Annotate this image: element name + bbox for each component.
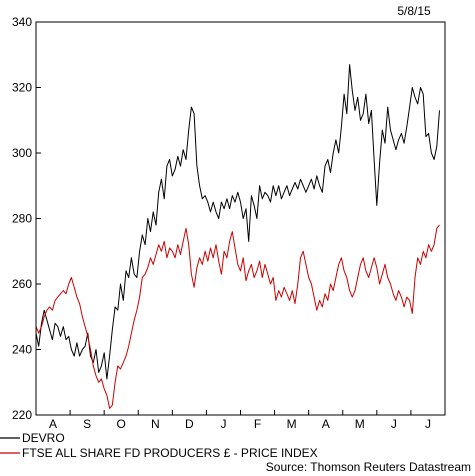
x-tick-label: N (151, 417, 160, 431)
series-line-ftse (35, 224, 440, 409)
legend: DEVRO FTSE ALL SHARE FD PRODUCERS £ - PR… (0, 431, 318, 460)
legend-label-ftse: FTSE ALL SHARE FD PRODUCERS £ - PRICE IN… (22, 446, 318, 460)
x-tick-label: J (425, 417, 431, 431)
x-tick-label: O (117, 417, 126, 431)
series-line-devro (35, 64, 440, 380)
x-tick-label: A (322, 417, 330, 431)
x-tick-label: F (254, 417, 261, 431)
x-tick-label: M (287, 417, 297, 431)
x-tick-label: J (220, 417, 226, 431)
x-tick-label: D (185, 417, 194, 431)
x-tick-label: M (355, 417, 365, 431)
x-tick-label: A (49, 417, 57, 431)
x-tick-label: J (391, 417, 397, 431)
date-label: 5/8/15 (397, 4, 431, 18)
y-tick-label: 220 (12, 408, 32, 422)
plot-frame (35, 21, 446, 416)
series-layer (35, 64, 440, 409)
y-axis: 220 240 260 280 300 320 340 (12, 15, 41, 422)
y-tick-label: 260 (12, 277, 32, 291)
y-tick-label: 240 (12, 343, 32, 357)
y-tick-label: 340 (12, 15, 32, 29)
x-tick-label: S (83, 417, 91, 431)
y-tick-label: 300 (12, 146, 32, 160)
y-tick-label: 320 (12, 81, 32, 95)
source-label: Source: Thomson Reuters Datastream (266, 460, 471, 474)
y-tick-label: 280 (12, 212, 32, 226)
legend-label-devro: DEVRO (22, 431, 65, 445)
